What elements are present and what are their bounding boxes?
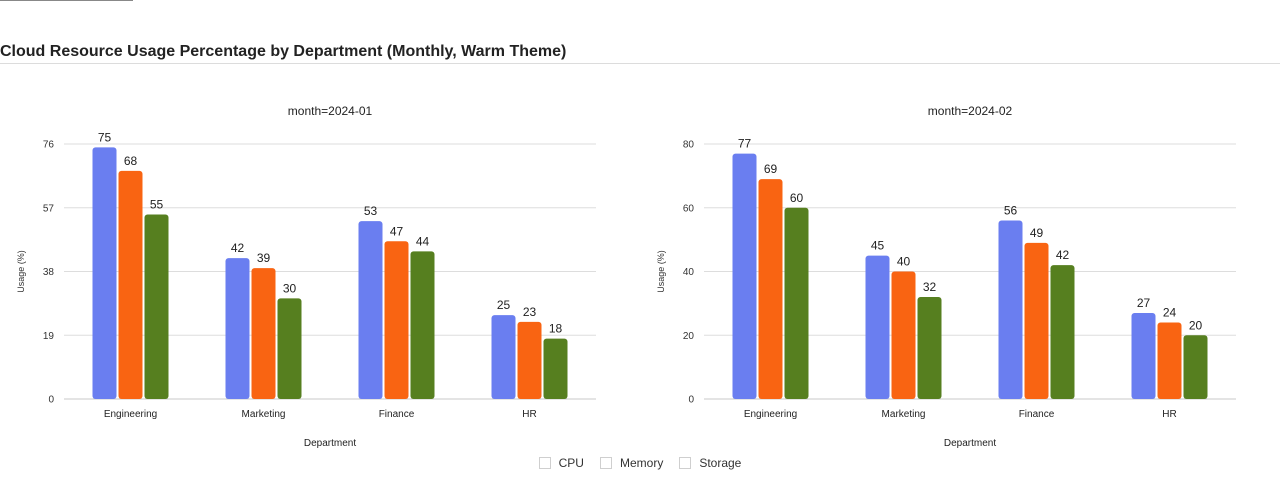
panel-1-x-tick-marketing: Marketing [242, 409, 286, 420]
panel-1-x-tick-engineering: Engineering [104, 409, 157, 420]
panel-2-bar-engineering-cpu [732, 153, 757, 399]
panel-2-data-label-finance-storage: 42 [1056, 248, 1070, 262]
panel-2-data-label-finance-memory: 49 [1030, 226, 1044, 240]
panel-1-bar-finance-cpu [358, 221, 383, 399]
panel-2-data-label-engineering-cpu: 77 [738, 137, 752, 151]
panel-1-y-tick-0: 0 [48, 395, 54, 406]
panel-2-bar-marketing-storage [917, 297, 942, 399]
panel-1-data-label-finance-storage: 44 [416, 234, 430, 248]
panel-1-data-label-hr-storage: 18 [549, 322, 563, 336]
panel-1-data-label-finance-cpu: 53 [364, 204, 378, 218]
panel-2-data-label-engineering-memory: 69 [764, 162, 778, 176]
panel-2-x-tick-finance: Finance [1019, 409, 1055, 420]
panel-2-data-label-marketing-memory: 40 [897, 255, 911, 269]
panel-1-y-tick-19: 19 [43, 331, 55, 342]
panel-1-bar-engineering-storage [144, 214, 169, 399]
legend-label-memory: Memory [619, 456, 664, 470]
panel-1-data-label-finance-memory: 47 [390, 224, 404, 238]
title-divider [0, 63, 1280, 64]
legend-swatch-memory [599, 457, 612, 469]
panel-1-x-tick-hr: HR [522, 409, 536, 420]
panel-1-bar-engineering-memory [118, 170, 143, 399]
panel-1-bar-engineering-cpu [92, 147, 117, 399]
panel-2-data-label-finance-cpu: 56 [1004, 204, 1018, 218]
panel-2-x-tick-marketing: Marketing [882, 409, 926, 420]
legend-label-storage: Storage [699, 456, 742, 470]
panel-1-x-axis-label: Department [304, 438, 356, 449]
panel-2-bar-marketing-memory [891, 271, 916, 399]
panel-1-title: month=2024-01 [288, 104, 373, 118]
panel-1-data-label-hr-memory: 23 [523, 305, 537, 319]
legend-item-storage[interactable]: Storage [679, 456, 741, 470]
panel-1-y-tick-38: 38 [43, 267, 55, 278]
panel-1-data-label-hr-cpu: 25 [497, 298, 511, 312]
panel-2-x-tick-hr: HR [1162, 409, 1176, 420]
panel-1-bar-marketing-storage [277, 298, 302, 399]
panel-2-y-tick-40: 40 [683, 267, 695, 278]
panel-1-bar-marketing-memory [251, 268, 276, 399]
panel-1-x-tick-finance: Finance [379, 409, 415, 420]
legend: CPU Memory Storage [0, 454, 1280, 472]
panel-2-data-label-hr-memory: 24 [1163, 306, 1177, 320]
panel-2-x-tick-engineering: Engineering [744, 409, 797, 420]
panel-1-y-tick-76: 76 [43, 140, 55, 151]
panel-1-data-label-engineering-cpu: 75 [98, 130, 112, 144]
panel-2-data-label-marketing-storage: 32 [923, 280, 937, 294]
panel-2-bar-hr-cpu [1131, 312, 1156, 399]
panel-1-y-axis-label: Usage (%) [16, 250, 26, 293]
panel-2-y-axis-label: Usage (%) [656, 250, 666, 293]
panel-1-bar-hr-memory [517, 321, 542, 399]
legend-label-cpu: CPU [558, 456, 584, 470]
panel-2-bar-hr-storage [1183, 335, 1208, 399]
panel-1-bar-marketing-cpu [225, 258, 250, 399]
legend-swatch-cpu [538, 457, 551, 469]
panel-1-data-label-marketing-memory: 39 [257, 251, 271, 265]
panel-1-bar-finance-storage [410, 251, 435, 399]
panel-2-bar-engineering-storage [784, 207, 809, 399]
panel-1-bar-hr-cpu [491, 315, 516, 399]
panel-2-bar-hr-memory [1157, 322, 1182, 399]
panel-2-bar-marketing-cpu [865, 255, 890, 399]
panel-1-data-label-marketing-cpu: 42 [231, 241, 245, 255]
panel-2-y-tick-60: 60 [683, 203, 695, 214]
legend-swatch-storage [679, 457, 692, 469]
panel-1-data-label-engineering-storage: 55 [150, 197, 164, 211]
panel-2-bar-engineering-memory [758, 179, 783, 399]
panel-2-bar-finance-storage [1050, 265, 1075, 399]
panel-2-bar-finance-memory [1024, 242, 1049, 399]
panel-2-data-label-hr-storage: 20 [1189, 318, 1203, 332]
panel-2-y-tick-0: 0 [688, 395, 694, 406]
legend-item-memory[interactable]: Memory [599, 456, 664, 470]
panel-1-data-label-marketing-storage: 30 [283, 281, 297, 295]
panel-2-data-label-marketing-cpu: 45 [871, 239, 885, 253]
panel-2-bar-finance-cpu [998, 220, 1023, 399]
panel-1-data-label-engineering-memory: 68 [124, 154, 138, 168]
panel-2-title: month=2024-02 [928, 104, 1013, 118]
panel-2-y-tick-80: 80 [683, 140, 695, 151]
panel-1-bar-hr-storage [543, 338, 568, 399]
panel-1-bar-finance-memory [384, 241, 409, 399]
top-rule [0, 0, 133, 1]
legend-item-cpu[interactable]: CPU [538, 456, 584, 470]
panel-2-x-axis-label: Department [944, 438, 996, 449]
page-title: Cloud Resource Usage Percentage by Depar… [0, 43, 567, 60]
panel-2-data-label-hr-cpu: 27 [1137, 296, 1151, 310]
panel-1-y-tick-57: 57 [43, 203, 55, 214]
panel-2-data-label-engineering-storage: 60 [790, 191, 804, 205]
panel-2-y-tick-20: 20 [683, 331, 695, 342]
